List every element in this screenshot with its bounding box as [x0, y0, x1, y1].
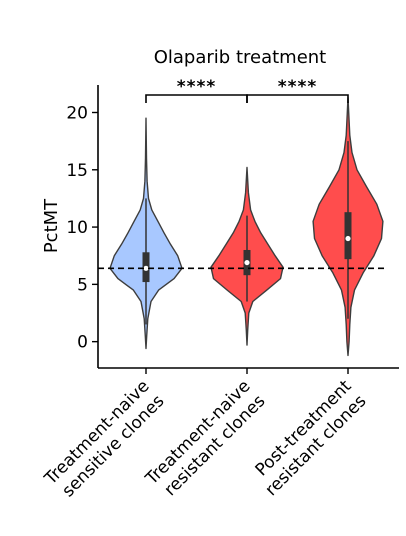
y-axis-label: PctMT	[41, 198, 62, 253]
y-tick-label: 15	[66, 161, 88, 181]
y-tick-label: 20	[66, 103, 88, 123]
y-tick-label: 10	[66, 218, 88, 238]
y-axis-ticks: 0 5 10 15 20	[66, 103, 98, 353]
significance-bracket	[246, 94, 349, 103]
chart-title: Olaparib treatment	[154, 47, 327, 68]
x-axis-ticks: Treatment-naivesensitive clonesTreatment…	[40, 368, 371, 504]
significance-label: ****	[278, 77, 318, 97]
violin-median-1	[143, 265, 149, 271]
x-tick-label: Treatment-naivesensitive clones	[40, 376, 168, 504]
significance-label: ****	[177, 77, 217, 97]
x-tick-label: Treatment-naiveresistant clones	[141, 376, 269, 504]
violin-iqr-box-3	[344, 212, 352, 260]
violin-median-2	[244, 259, 250, 266]
y-tick-label: 5	[77, 275, 88, 295]
x-tick-label: Post-treatmentresistant clones	[247, 376, 371, 500]
significance-annotations: **** ****	[145, 77, 349, 103]
plot-area	[98, 96, 384, 357]
y-tick-label: 0	[77, 333, 88, 353]
violin-median-3	[345, 235, 351, 242]
